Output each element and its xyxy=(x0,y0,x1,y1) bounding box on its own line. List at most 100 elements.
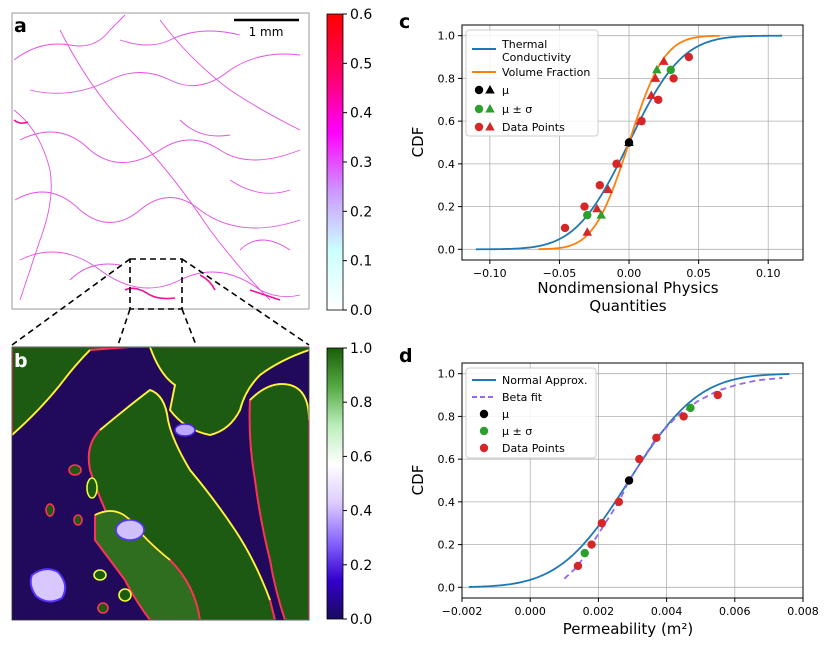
x-tick-label: −0.002 xyxy=(442,605,483,618)
y-tick-label: 0.0 xyxy=(438,243,456,256)
data-point xyxy=(669,74,678,83)
panel-c-axes-frame xyxy=(461,24,804,261)
data-point xyxy=(614,497,624,507)
y-tick-label: 0.8 xyxy=(438,410,456,423)
legend-circle-swatch xyxy=(479,443,489,453)
panel-d-ylabel: CDF xyxy=(409,465,427,496)
y-tick-label: 0.2 xyxy=(438,539,456,552)
data-point xyxy=(592,203,602,213)
zoom-connector-left-outer xyxy=(11,258,131,346)
panel-d-ticks: −0.002 0.000 0.002 0.004 0.006 0.008 0.0 0.2 0.4… xyxy=(438,368,819,618)
x-tick-label: 0.000 xyxy=(514,605,546,618)
x-tick-label: 0.006 xyxy=(719,605,751,618)
data-point xyxy=(595,181,604,190)
legend-circle-swatch xyxy=(479,426,489,436)
colorbar-b-ticks: 0.0 0.2 0.4 0.6 0.8 1.0 xyxy=(343,341,372,628)
panel-d-points xyxy=(573,390,722,571)
colorbar-a xyxy=(326,13,344,311)
data-point xyxy=(652,433,661,442)
colorbar-tick-label: 0.0 xyxy=(350,303,372,319)
panel-b: b 0.0 0.2 0.4 0.6 0.8 1.0 xyxy=(11,341,372,628)
colorbar-tick-label: 0.8 xyxy=(350,395,372,411)
panel-a-image xyxy=(11,12,310,310)
data-point xyxy=(597,519,607,528)
data-point xyxy=(635,116,645,125)
legend-circle-swatch xyxy=(474,122,484,132)
legend-circle-swatch xyxy=(479,409,489,419)
zoom-connector-left-inner xyxy=(117,308,131,346)
panel-a-letter: a xyxy=(14,15,27,37)
data-point xyxy=(679,412,688,421)
data-point xyxy=(659,56,669,65)
panel-d-xlabel: Permeability (m²) xyxy=(563,620,694,638)
zoom-box xyxy=(129,258,183,310)
legend-box xyxy=(465,29,599,137)
x-tick-label: 0.008 xyxy=(787,605,819,618)
colorbar-tick-label: 0.2 xyxy=(350,204,372,220)
legend-triangle-swatch xyxy=(485,85,495,94)
panel-c: c −0.10 −0.05 0.00 0.05 0.10 0.0 0.2 0.4 0.6 0.8 1… xyxy=(399,11,804,315)
panel-d-axes-frame xyxy=(461,362,804,599)
x-tick-label: −0.05 xyxy=(543,267,577,280)
y-tick-label: 0.4 xyxy=(438,496,456,509)
x-tick-label: −0.10 xyxy=(473,267,507,280)
zoom-connector-right-outer xyxy=(181,258,310,346)
y-tick-label: 1.0 xyxy=(438,30,456,43)
data-point xyxy=(613,158,623,168)
legend-label: Thermal xyxy=(501,38,547,51)
mu-pm-sigma-point xyxy=(686,403,695,413)
legend-label: Normal Approx. xyxy=(502,374,587,387)
colorbar-a-ticks: 0.0 0.1 0.2 0.3 0.4 0.5 0.6 xyxy=(343,7,372,319)
legend-label: Beta fit xyxy=(502,391,543,404)
legend-label: μ ± σ xyxy=(502,425,532,438)
data-point xyxy=(713,390,722,400)
x-tick-label: 0.004 xyxy=(651,605,683,618)
legend-label: μ xyxy=(502,84,509,97)
legend-circle-swatch xyxy=(474,104,484,114)
panel-c-ylabel: CDF xyxy=(409,127,427,158)
mu-pm-sigma-point xyxy=(652,64,662,74)
mu-pm-sigma-point xyxy=(596,210,606,219)
y-tick-label: 0.6 xyxy=(438,115,456,128)
panel-d-legend: Normal Approx. Beta fit μ μ ± σ Data Points xyxy=(465,367,597,459)
colorbar-tick-label: 0.3 xyxy=(350,155,372,171)
mu-point xyxy=(624,137,634,146)
colorbar-tick-label: 1.0 xyxy=(350,341,372,357)
mu-pm-sigma-point xyxy=(666,65,675,75)
x-tick-label: 0.00 xyxy=(617,267,642,280)
legend-label: μ xyxy=(502,408,509,421)
colorbar-tick-label: 0.0 xyxy=(350,612,372,628)
panel-c-points xyxy=(560,52,694,236)
legend-triangle-swatch xyxy=(485,104,495,113)
legend-triangle-swatch xyxy=(485,122,495,131)
data-point xyxy=(580,202,589,211)
mu-pm-sigma-point xyxy=(583,210,592,220)
panel-a-crack-pattern xyxy=(13,14,301,301)
legend-label: Volume Fraction xyxy=(502,66,590,79)
x-tick-label: 0.05 xyxy=(686,267,711,280)
colorbar-tick-label: 0.4 xyxy=(350,504,372,520)
data-point xyxy=(654,95,663,104)
panel-c-xlabel-line2: Quantities xyxy=(589,297,666,315)
colorbar-tick-label: 0.6 xyxy=(350,7,372,23)
panel-d-letter: d xyxy=(399,345,413,367)
data-point xyxy=(684,52,694,62)
x-tick-label: 0.10 xyxy=(756,267,781,280)
data-point xyxy=(582,227,593,236)
mu-point xyxy=(624,476,634,485)
x-tick-label: 0.002 xyxy=(583,605,615,618)
data-point xyxy=(587,540,596,549)
legend-label: Data Points xyxy=(502,442,565,455)
y-tick-label: 0.2 xyxy=(438,201,456,214)
region-halo xyxy=(29,568,67,603)
mu-pm-sigma-point xyxy=(580,548,589,558)
y-tick-label: 0.0 xyxy=(438,581,456,594)
y-tick-label: 0.4 xyxy=(438,158,456,171)
scale-bar-label: 1 mm xyxy=(249,25,284,39)
legend-label: Conductivity xyxy=(502,51,572,64)
panel-b-frame xyxy=(11,346,310,621)
panel-b-image xyxy=(12,347,309,620)
series-line-beta-fit xyxy=(563,377,783,580)
